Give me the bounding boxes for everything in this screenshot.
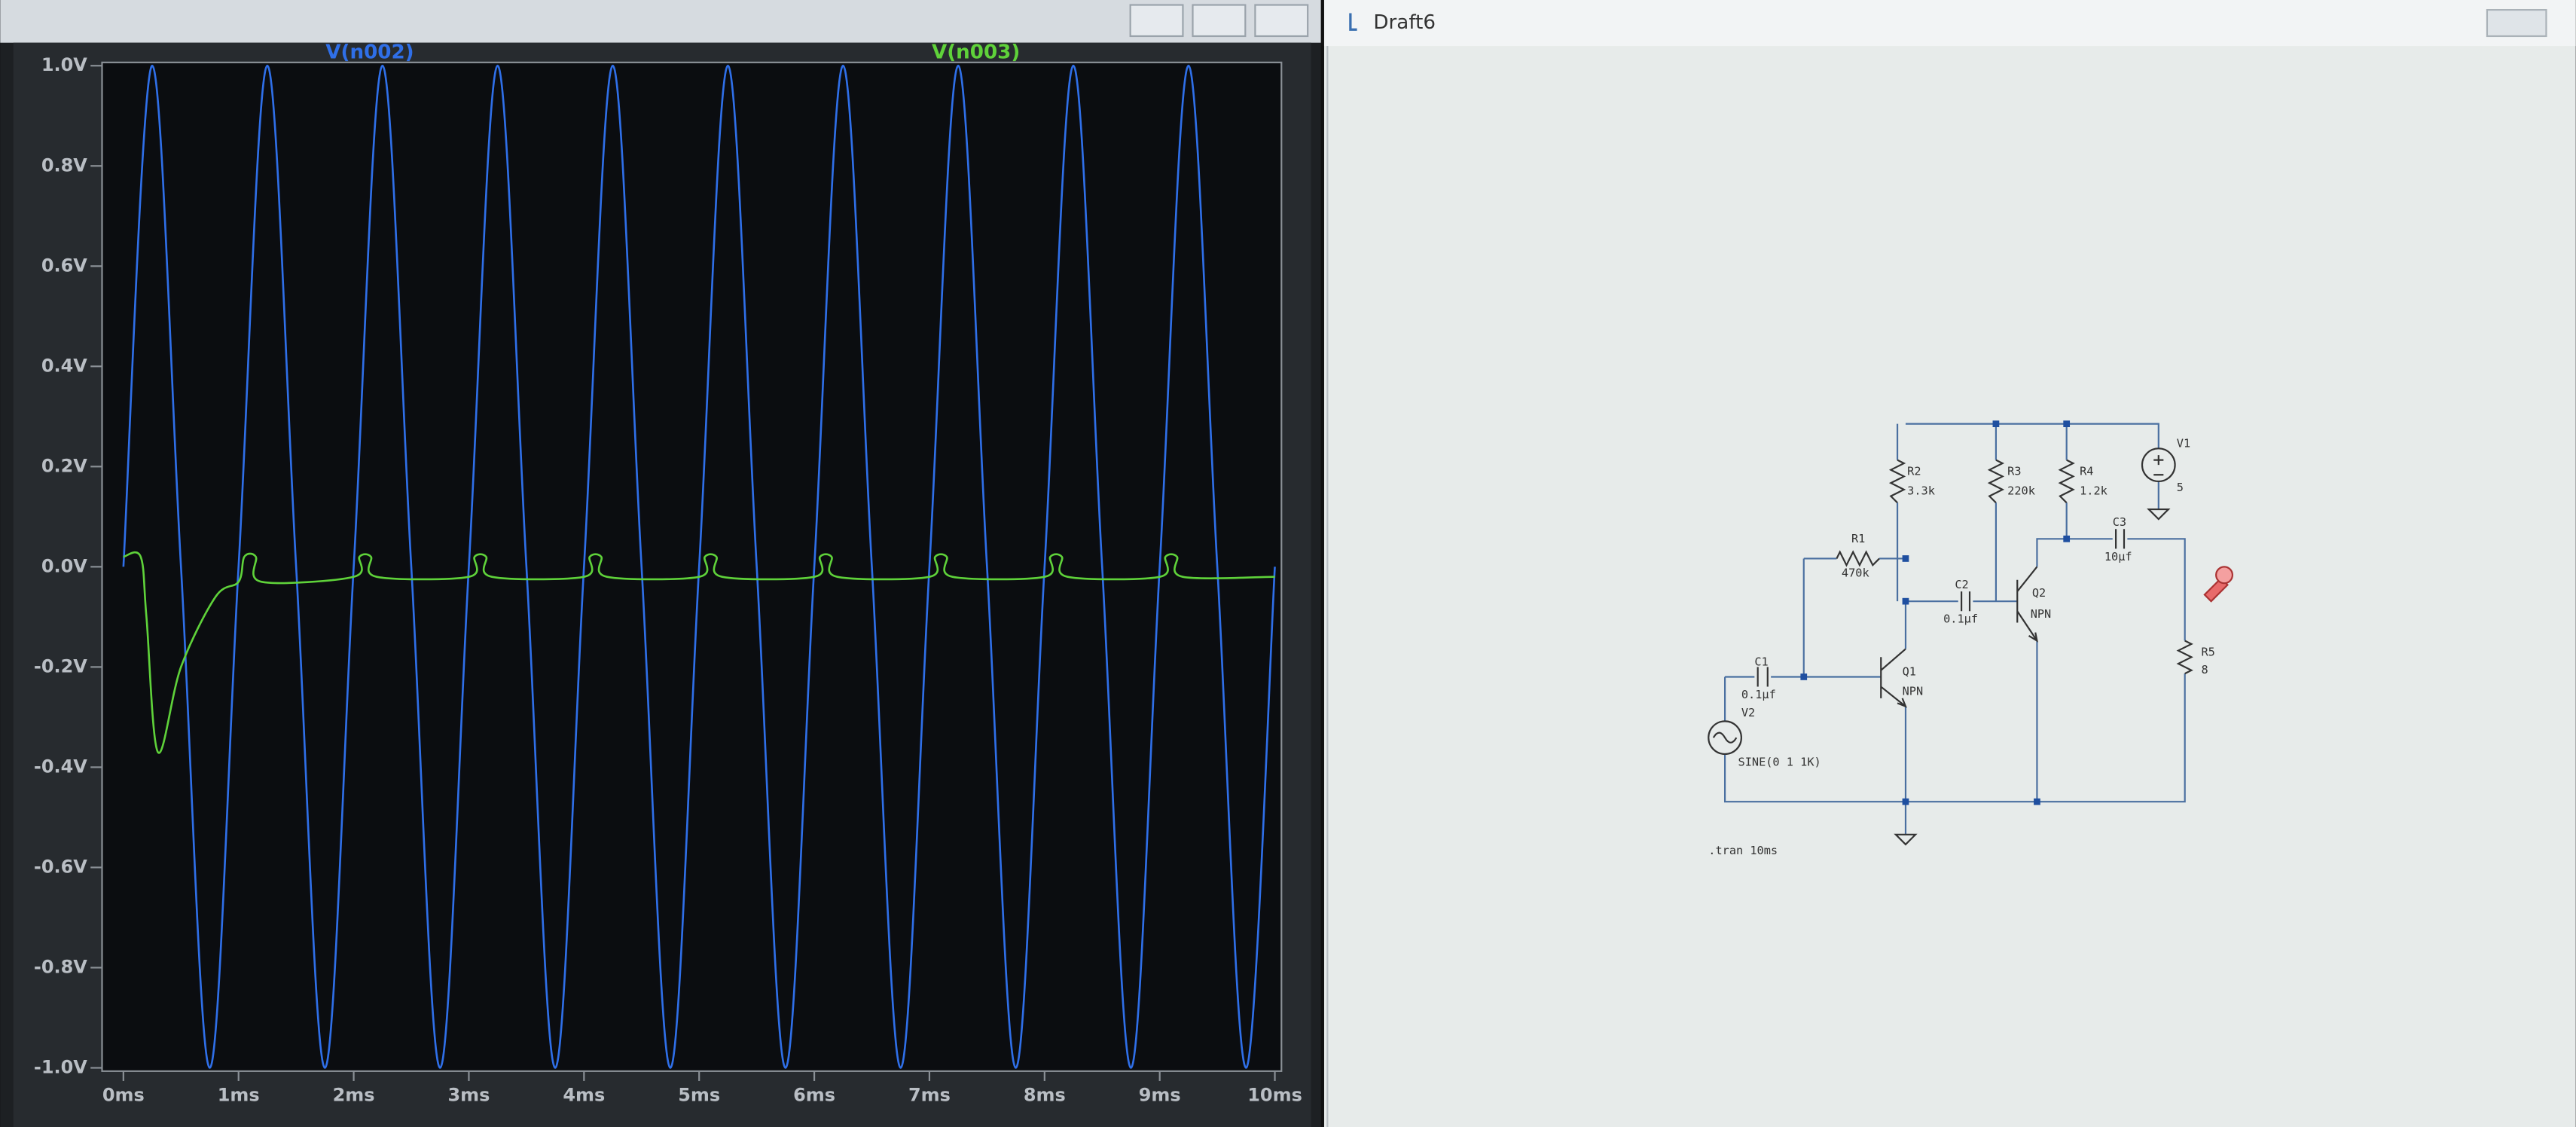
y-tick-label: -0.6V <box>34 856 87 877</box>
series-line <box>122 64 1276 1069</box>
component-ref: Q2 <box>2032 586 2046 600</box>
schematic-title: Draft6 <box>1373 11 1436 34</box>
y-tick-label: 0.6V <box>41 255 87 276</box>
sine-symbol <box>1712 731 1738 744</box>
x-tick-label: 10ms <box>1247 1085 1302 1106</box>
y-tick-label: 1.0V <box>41 54 87 75</box>
ground <box>1894 508 2171 846</box>
component-value: NPN <box>1903 685 1924 698</box>
y-tick-label: 0.2V <box>41 455 87 476</box>
x-tick-label: 6ms <box>793 1085 835 1106</box>
component-ref: R5 <box>2202 645 2215 658</box>
legend-entry: V(n002) <box>325 41 414 63</box>
schematic: R1 470k R2 3.3k R3 220k R4 1.2k R5 8 C1 … <box>1708 420 2234 857</box>
component-value: 3.3k <box>1907 484 1935 498</box>
series-line <box>123 551 1275 754</box>
voltage-source <box>1708 720 1742 756</box>
transistor <box>1880 648 1907 708</box>
transistor <box>2016 566 2038 643</box>
component-ref: C2 <box>1955 578 1968 591</box>
component-value: 220k <box>2007 484 2035 498</box>
voltage-source <box>2141 447 2176 483</box>
x-tick-label: 2ms <box>333 1085 375 1106</box>
component-value: NPN <box>2031 607 2052 621</box>
probe-cursor <box>2203 577 2229 603</box>
x-tick-label: 9ms <box>1139 1085 1181 1106</box>
component-ref: C3 <box>2113 515 2126 529</box>
y-tick-label: 0.8V <box>41 154 87 176</box>
component-value: SINE(0 1 1K) <box>1738 755 1821 768</box>
plot-area <box>101 61 1283 1072</box>
component-value: 5 <box>2177 481 2184 494</box>
component-ref: Q1 <box>1903 664 1916 678</box>
junctions <box>1800 420 2071 805</box>
resistor <box>2058 459 2075 504</box>
component-ref: V1 <box>2177 436 2190 450</box>
y-tick-label: -0.8V <box>34 956 87 977</box>
y-tick-label: 0.4V <box>41 355 87 376</box>
component-ref: C1 <box>1754 655 1768 668</box>
component-value: 0.1µf <box>1943 612 1978 626</box>
legend-entry: V(n003) <box>932 41 1020 63</box>
resistor <box>1888 459 1906 504</box>
y-tick-label: -0.4V <box>34 756 87 777</box>
y-tick-label: -1.0V <box>34 1056 87 1077</box>
waveform-titlebar <box>0 0 1321 43</box>
component-ref: R1 <box>1851 532 1865 545</box>
x-tick-label: 1ms <box>218 1085 260 1106</box>
x-tick-label: 3ms <box>447 1085 490 1106</box>
component-ref: R2 <box>1907 464 1921 478</box>
x-tick-label: 8ms <box>1024 1085 1066 1106</box>
schematic-window <box>1323 0 2576 1127</box>
wires <box>1723 423 2186 835</box>
chart: 1.0V 0.8V 0.6V 0.4V 0.2V 0.0V -0.2V -0.4V -0.6V -… <box>34 41 1302 1105</box>
schematic-titlebar <box>1323 0 2576 47</box>
capacitors <box>1757 529 2126 687</box>
source-polarity <box>2153 455 2164 476</box>
component-value: 8 <box>2202 663 2208 677</box>
y-tick-label: -0.2V <box>34 655 87 677</box>
component-value: 0.1µf <box>1741 688 1776 701</box>
resistor <box>2176 640 2193 675</box>
component-ref: R4 <box>2080 464 2093 478</box>
app-icon <box>1349 13 1357 31</box>
component-value: 10µf <box>2104 550 2132 564</box>
y-tick-label: 0.0V <box>41 555 87 576</box>
resistor <box>1987 459 2005 504</box>
resistor <box>1836 550 1880 567</box>
component-ref: R3 <box>2007 464 2021 478</box>
probe-cursor-tip <box>2215 566 2234 585</box>
x-tick-label: 5ms <box>678 1085 720 1106</box>
maximize-button[interactable] <box>1192 4 1247 38</box>
close-button[interactable] <box>1254 4 1309 38</box>
x-tick-label: 0ms <box>102 1085 145 1106</box>
component-ref: V2 <box>1741 706 1755 719</box>
minimize-button[interactable] <box>1129 4 1184 38</box>
x-tick-label: 7ms <box>908 1085 951 1106</box>
component-value: 1.2k <box>2080 484 2107 498</box>
minimize-button[interactable] <box>2486 8 2547 38</box>
x-tick-label: 4ms <box>563 1085 605 1106</box>
component-value: 470k <box>1842 567 1869 580</box>
spice-directive: .tran 10ms <box>1708 844 1778 857</box>
